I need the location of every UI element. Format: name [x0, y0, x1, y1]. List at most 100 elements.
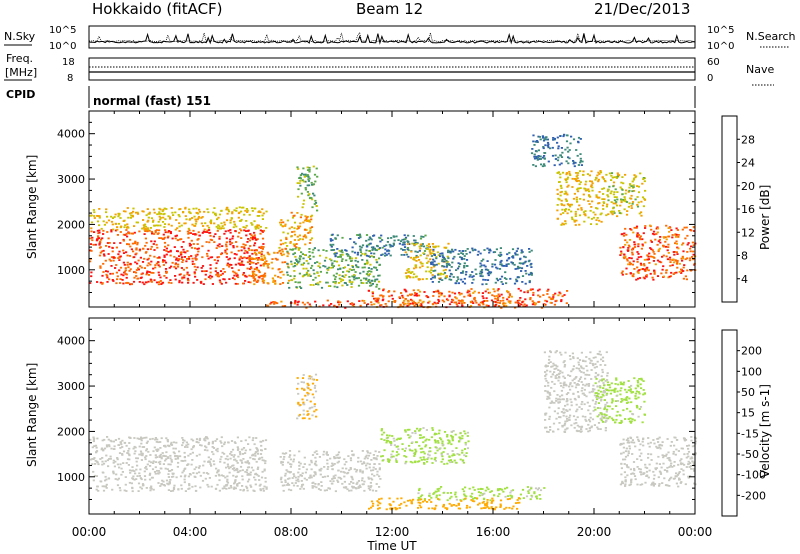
power-echo-cell	[325, 271, 329, 274]
power-echo-cell	[237, 216, 240, 219]
velocity-echo-cell	[604, 415, 607, 417]
power-echo-cell	[463, 258, 466, 260]
power-echo-cell	[414, 241, 417, 244]
power-echo-cell	[262, 212, 265, 215]
power-echo-cell	[379, 240, 382, 243]
power-echo-cell	[111, 223, 114, 226]
velocity-echo-cell	[559, 351, 562, 354]
velocity-echo-cell	[223, 487, 226, 490]
velocity-echo-cell	[375, 490, 378, 492]
power-echo-cell	[240, 246, 243, 248]
power-echo-cell	[628, 186, 631, 189]
velocity-echo-cell	[440, 452, 443, 455]
power-echo-cell	[365, 278, 368, 280]
power-echo-cell	[372, 248, 375, 250]
power-echo-cell	[670, 229, 673, 231]
power-echo-cell	[409, 302, 412, 305]
velocity-echo-cell	[428, 438, 431, 441]
power-echo-cell	[180, 267, 183, 269]
velocity-echo-cell	[236, 484, 239, 487]
velocity-echo-cell	[331, 478, 334, 480]
power-echo-cell	[491, 263, 494, 266]
velocity-echo-cell	[248, 478, 251, 481]
power-echo-cell	[154, 230, 157, 232]
power-echo-cell	[244, 250, 247, 252]
power-echo-cell	[313, 173, 317, 176]
power-echo-cell	[205, 241, 208, 243]
power-echo-cell	[461, 304, 464, 307]
power-echo-cell	[160, 212, 163, 215]
power-echo-cell	[259, 225, 262, 228]
power-echo-cell	[533, 144, 536, 146]
power-echo-cell	[673, 261, 676, 264]
power-echo-cell	[606, 190, 609, 193]
power-echo-cell	[569, 205, 572, 208]
power-echo-cell	[377, 248, 380, 250]
power-echo-cell	[631, 202, 634, 205]
power-echo-cell	[293, 302, 296, 305]
freq-unit-label: [MHz]	[5, 66, 37, 79]
velocity-echo-cell	[376, 473, 379, 476]
power-echo-cell	[636, 235, 639, 238]
power-echo-cell	[636, 270, 639, 273]
power-echo-cell	[339, 301, 342, 304]
power-echo-cell	[261, 259, 264, 261]
power-echo-cell	[641, 182, 644, 185]
velocity-echo-cell	[301, 377, 305, 379]
power-echo-cell	[511, 262, 514, 264]
power-echo-cell	[199, 281, 202, 283]
power-echo-cell	[305, 267, 308, 270]
velocity-echo-cell	[552, 430, 555, 433]
velocity-echo-cell	[378, 475, 381, 478]
velocity-echo-cell	[159, 441, 162, 443]
power-echo-cell	[296, 212, 299, 214]
power-echo-cell	[573, 219, 576, 222]
power-echo-cell	[114, 213, 117, 216]
velocity-echo-cell	[466, 431, 470, 434]
power-echo-cell	[351, 281, 354, 283]
power-echo-cell	[129, 212, 132, 215]
power-echo-cell	[441, 258, 444, 261]
power-echo-cell	[313, 247, 316, 249]
velocity-echo-cell	[126, 458, 130, 461]
velocity-echo-cell	[378, 507, 381, 509]
power-echo-cell	[689, 247, 692, 250]
power-echo-cell	[413, 243, 416, 246]
velocity-echo-cell	[473, 500, 476, 503]
power-echo-cell	[613, 212, 616, 214]
velocity-echo-cell	[107, 438, 110, 441]
power-echo-cell	[257, 269, 260, 272]
power-echo-cell	[179, 208, 182, 210]
velocity-echo-cell	[380, 438, 383, 440]
power-echo-cell	[98, 243, 101, 246]
power-echo-cell	[313, 194, 316, 197]
velocity-echo-cell	[136, 457, 139, 460]
velocity-echo-cell	[118, 452, 122, 454]
power-echo-cell	[167, 215, 170, 218]
velocity-echo-cell	[419, 447, 422, 450]
velocity-echo-cell	[95, 450, 99, 452]
velocity-echo-cell	[572, 357, 575, 360]
power-echo-cell	[642, 268, 645, 270]
power-echo-cell	[568, 157, 571, 160]
velocity-echo-cell	[159, 467, 162, 470]
power-echo-cell	[637, 272, 640, 274]
velocity-echo-cell	[180, 459, 183, 462]
velocity-echo-cell	[160, 457, 163, 460]
power-echo-cell	[167, 251, 170, 253]
velocity-echo-cell	[172, 488, 176, 491]
velocity-echo-cell	[481, 494, 484, 496]
velocity-echo-cell	[214, 440, 217, 442]
velocity-echo-cell	[301, 398, 304, 401]
velocity-echo-cell	[569, 398, 572, 401]
power-echo-cell	[393, 236, 396, 238]
velocity-echo-cell	[300, 485, 303, 488]
power-echo-cell	[158, 237, 161, 239]
power-echo-cell	[295, 243, 298, 245]
power-echo-cell	[110, 215, 113, 218]
power-echo-cell	[122, 233, 125, 236]
velocity-echo-cell	[562, 375, 565, 378]
velocity-echo-cell	[150, 461, 153, 464]
power-echo-cell	[292, 248, 295, 251]
velocity-echo-cell	[307, 387, 310, 390]
